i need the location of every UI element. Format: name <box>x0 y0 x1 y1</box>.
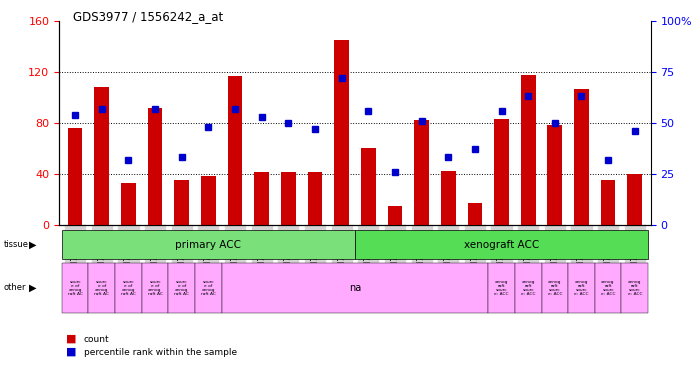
Text: sourc
e of
xenog
raft AC: sourc e of xenog raft AC <box>121 280 136 296</box>
Text: ■: ■ <box>66 347 77 357</box>
Text: count: count <box>84 335 109 344</box>
Bar <box>168 263 195 313</box>
Bar <box>414 120 429 225</box>
Bar <box>175 180 189 225</box>
Bar <box>142 263 168 313</box>
Bar <box>148 108 162 225</box>
Bar <box>201 176 216 225</box>
Text: sourc
e of
xenog
raft AC: sourc e of xenog raft AC <box>201 280 216 296</box>
Text: xenog
raft
sourc
e: ACC: xenog raft sourc e: ACC <box>494 280 509 296</box>
Text: sourc
e of
xenog
raft AC: sourc e of xenog raft AC <box>95 280 109 296</box>
Bar <box>121 183 136 225</box>
Text: xenog
raft
sourc
e: ACC: xenog raft sourc e: ACC <box>548 280 562 296</box>
Bar <box>308 172 322 225</box>
Text: ▶: ▶ <box>29 240 37 250</box>
Bar <box>488 263 515 313</box>
Bar <box>62 263 88 313</box>
Bar <box>195 263 222 313</box>
Bar <box>568 263 595 313</box>
Text: ▶: ▶ <box>29 283 37 293</box>
Bar <box>468 203 482 225</box>
Text: primary ACC: primary ACC <box>175 240 242 250</box>
Text: xenograft ACC: xenograft ACC <box>464 240 539 250</box>
Text: tissue: tissue <box>3 240 29 249</box>
Bar <box>388 205 402 225</box>
Text: sourc
e of
xenog
raft AC: sourc e of xenog raft AC <box>174 280 189 296</box>
Bar <box>88 263 115 313</box>
Text: xenog
raft
sourc
e: ACC: xenog raft sourc e: ACC <box>601 280 615 296</box>
Bar <box>355 230 648 259</box>
Text: GDS3977 / 1556242_a_at: GDS3977 / 1556242_a_at <box>73 10 223 23</box>
Bar <box>115 263 142 313</box>
Bar <box>361 148 376 225</box>
Text: percentile rank within the sample: percentile rank within the sample <box>84 348 237 357</box>
Text: ■: ■ <box>66 334 77 344</box>
Bar <box>222 263 488 313</box>
Bar <box>228 76 242 225</box>
Bar <box>254 172 269 225</box>
Bar <box>627 174 642 225</box>
Bar <box>441 171 456 225</box>
Text: sourc
e of
xenog
raft AC: sourc e of xenog raft AC <box>148 280 163 296</box>
Bar <box>334 40 349 225</box>
Bar <box>62 230 355 259</box>
Bar <box>548 126 562 225</box>
Bar <box>601 180 615 225</box>
Bar <box>95 87 109 225</box>
Bar <box>622 263 648 313</box>
Bar <box>574 89 589 225</box>
Text: other: other <box>3 283 26 293</box>
Bar <box>515 263 541 313</box>
Text: xenog
raft
sourc
e: ACC: xenog raft sourc e: ACC <box>521 280 535 296</box>
Bar <box>595 263 622 313</box>
Text: xenog
raft
sourc
e: ACC: xenog raft sourc e: ACC <box>628 280 642 296</box>
Text: xenog
raft
sourc
e: ACC: xenog raft sourc e: ACC <box>574 280 589 296</box>
Text: sourc
e of
xenog
raft AC: sourc e of xenog raft AC <box>68 280 83 296</box>
Bar <box>521 74 535 225</box>
Bar <box>494 119 509 225</box>
Text: na: na <box>349 283 361 293</box>
Bar <box>541 263 568 313</box>
Bar <box>68 128 83 225</box>
Bar <box>281 172 296 225</box>
